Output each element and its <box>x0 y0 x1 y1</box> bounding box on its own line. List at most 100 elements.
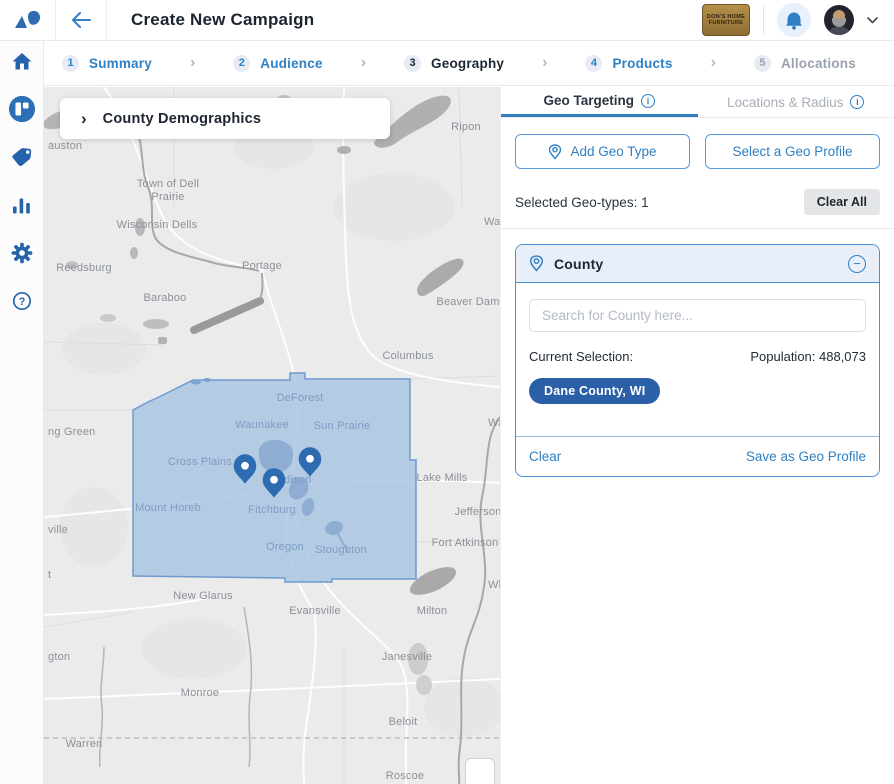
chevron-right-icon: › <box>81 109 87 128</box>
map-place-label: Mount Horeb <box>135 502 201 514</box>
sidebar-item-reports[interactable] <box>8 191 36 219</box>
add-geo-type-button[interactable]: Add Geo Type <box>515 134 690 169</box>
map-pin[interactable] <box>298 447 322 477</box>
gear-icon <box>11 242 32 264</box>
step-label: Audience <box>260 55 323 71</box>
tab-geo-targeting[interactable]: Geo Targeting i <box>501 87 698 117</box>
geo-action-buttons: Add Geo Type Select a Geo Profile <box>501 118 894 169</box>
map-place-label: Fitchburg <box>248 504 296 516</box>
sidebar-item-home[interactable] <box>8 47 36 75</box>
step-number: 3 <box>404 54 422 72</box>
clear-link[interactable]: Clear <box>529 449 562 464</box>
county-card-footer: Clear Save as Geo Profile <box>516 436 879 476</box>
map-place-label: Waunakee <box>235 419 289 431</box>
map-place-label: Town of Dell <box>137 178 199 190</box>
map-place-label: Beaver Dam <box>436 296 499 308</box>
map-place-label: Evansville <box>289 605 341 617</box>
step-geography-current[interactable]: 3 Geography <box>404 54 505 72</box>
sidebar-item-tags[interactable] <box>8 143 36 171</box>
help-glyph: ? <box>18 296 25 308</box>
map-place-label: Fort Atkinson <box>432 537 499 549</box>
avatar-body <box>828 27 850 35</box>
step-separator-icon: › <box>360 54 367 71</box>
selected-geo-types-row: Selected Geo-types: 1 Clear All <box>501 169 894 228</box>
dashboard-icon <box>8 95 35 123</box>
step-label: Geography <box>431 55 505 71</box>
map-rivers <box>98 126 500 784</box>
sidebar-item-settings[interactable] <box>8 239 36 267</box>
map-place-label: Sun Prairie <box>314 420 371 432</box>
select-geo-profile-button[interactable]: Select a Geo Profile <box>705 134 880 169</box>
map-place-label: ng Green <box>48 426 95 438</box>
map-urban-blobs <box>44 95 464 695</box>
add-geo-type-label: Add Geo Type <box>570 144 657 159</box>
card-spacer <box>529 404 866 430</box>
user-avatar[interactable] <box>824 5 854 35</box>
step-number: 4 <box>585 54 603 72</box>
map-place-label: Reedsburg <box>56 262 112 274</box>
map-place-label: Waterloo <box>488 417 500 429</box>
map-place-label: Columbus <box>382 350 433 362</box>
tab-locations-radius[interactable]: Locations & Radius i <box>698 87 894 117</box>
step-label: Allocations <box>780 55 856 71</box>
step-allocations[interactable]: 5 Allocations <box>753 54 856 72</box>
app-logo[interactable] <box>0 0 56 40</box>
map-place-label: DeForest <box>277 392 324 404</box>
step-summary[interactable]: 1 Summary <box>62 54 152 72</box>
info-icon[interactable]: i <box>850 95 865 109</box>
map-place-label: ville <box>48 524 68 536</box>
map-place-label: auston <box>48 140 82 152</box>
home-icon <box>12 53 31 70</box>
county-card-title: County <box>554 255 604 272</box>
step-number: 5 <box>753 54 771 72</box>
map-place-label: Milton <box>417 605 448 617</box>
county-search-input[interactable] <box>529 299 866 332</box>
save-geo-profile-link[interactable]: Save as Geo Profile <box>745 449 866 464</box>
step-label: Products <box>612 55 673 71</box>
map-place-label: Janesville <box>382 651 432 663</box>
geo-targeting-panel: Geo Targeting i Locations & Radius i Add… <box>500 87 894 784</box>
back-button[interactable] <box>56 0 107 40</box>
map-pin[interactable] <box>262 468 286 498</box>
campaign-stepper: 1 Summary › 2 Audience › 3 Geography › 4… <box>44 41 894 86</box>
header-right: DON'S HOME FURNITURE <box>702 3 894 37</box>
step-number: 2 <box>233 54 251 72</box>
app-logo-icon <box>14 10 40 28</box>
back-arrow-icon <box>72 12 91 28</box>
clear-all-button[interactable]: Clear All <box>803 189 880 215</box>
tab-label: Locations & Radius <box>727 94 844 110</box>
sidebar: ? <box>0 41 44 784</box>
map-place-label: Portage <box>242 260 282 272</box>
map-canvas[interactable]: auston Ripon Town of Dell Prairie Wisconsin … <box>44 87 500 784</box>
map-pin[interactable] <box>233 454 257 484</box>
map-place-label: Ripon <box>451 121 481 133</box>
map-place-label: New Glarus <box>173 590 233 602</box>
map-place-label: Stoughton <box>315 544 367 556</box>
county-card-header[interactable]: County − <box>516 245 879 283</box>
map-pin-icon <box>529 255 544 272</box>
help-icon: ? <box>12 291 31 311</box>
map-place-label: Lake Mills <box>417 472 468 484</box>
map-place-label: Cross Plains <box>168 456 232 468</box>
sidebar-item-help[interactable]: ? <box>8 287 36 315</box>
map-place-label: White <box>488 579 500 591</box>
county-demographics-title: County Demographics <box>102 110 262 127</box>
sidebar-item-campaigns-active[interactable] <box>8 95 36 123</box>
step-audience[interactable]: 2 Audience <box>233 54 323 72</box>
notifications-button[interactable] <box>777 3 811 37</box>
county-demographics-toggle[interactable]: › County Demographics <box>60 98 390 139</box>
map-place-label: Monroe <box>181 687 220 699</box>
map-place-label: Warren <box>66 738 103 750</box>
advertiser-logo[interactable]: DON'S HOME FURNITURE <box>702 4 750 36</box>
minus-circle-icon[interactable]: − <box>848 254 866 273</box>
map-place-label: Roscoe <box>386 770 425 782</box>
selected-county-chip[interactable]: Dane County, WI <box>529 378 661 404</box>
step-separator-icon: › <box>542 54 548 71</box>
info-icon[interactable]: i <box>641 93 655 108</box>
map-zoom-control[interactable] <box>465 758 495 784</box>
chevron-down-icon[interactable] <box>867 16 878 24</box>
map-pin-icon <box>549 143 562 160</box>
step-products[interactable]: 4 Products <box>585 54 673 72</box>
